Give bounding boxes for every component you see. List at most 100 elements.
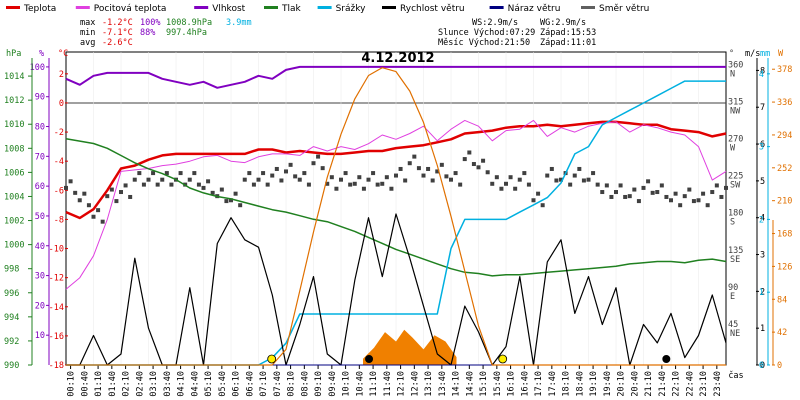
wind-direction-point — [119, 190, 123, 195]
tick-label-w: 252 — [777, 164, 792, 174]
wind-direction-point — [73, 190, 78, 195]
tick-label-x: 10:40 — [355, 371, 365, 397]
wind-direction-point — [467, 150, 472, 155]
wind-direction-point — [421, 173, 426, 178]
wind-direction-point — [439, 162, 444, 167]
wind-direction-point — [251, 182, 256, 187]
info-moon: Měsíc Východ:21:50 — [438, 38, 530, 48]
legend-label: Teplota — [23, 4, 56, 14]
stat-max-label: max — [80, 18, 95, 28]
tick-label-x: 02:40 — [135, 371, 145, 397]
wind-direction-point — [361, 186, 366, 191]
wind-direction-point — [412, 154, 417, 159]
tick-label-w: 210 — [777, 197, 792, 207]
tick-label-ms: 3 — [760, 251, 765, 261]
wind-direction-point — [316, 154, 321, 159]
wind-direction-point — [348, 182, 353, 187]
legend-label: Pocitová teplota — [94, 4, 167, 14]
wind-direction-point — [517, 177, 522, 182]
wind-direction-point — [146, 177, 151, 182]
info-sun-set: Západ:15:53 — [540, 28, 596, 38]
tick-label-pct: 70 — [35, 152, 45, 162]
tick-label-x: 13:10 — [424, 371, 434, 397]
wind-direction-point — [311, 161, 316, 166]
wind-direction-point — [627, 194, 632, 199]
wind-direction-point — [430, 178, 435, 183]
wind-direction-point — [352, 181, 357, 186]
tick-label-dir-name: N — [730, 69, 735, 79]
wind-direction-point — [274, 166, 279, 171]
wind-direction-point — [77, 198, 82, 203]
tick-label-pct: 10 — [35, 331, 45, 341]
wind-direction-point — [192, 171, 197, 176]
wind-direction-point — [540, 203, 545, 208]
tick-label-x: 09:10 — [314, 371, 324, 397]
wind-direction-point — [178, 171, 183, 176]
tick-label-temp: -16 — [49, 332, 64, 342]
wind-direction-point — [481, 158, 486, 163]
legend-label: Vlhkost — [212, 4, 245, 14]
tick-label-x: 01:40 — [108, 371, 118, 397]
wind-direction-point — [302, 171, 307, 176]
stat-max-rain: 3.9mm — [226, 18, 252, 28]
tick-label-x: 20:10 — [617, 371, 627, 397]
wind-direction-point — [169, 182, 174, 187]
wind-direction-point — [673, 191, 678, 196]
tick-label-dir-name: E — [730, 292, 735, 302]
wind-direction-point — [206, 179, 211, 184]
wind-direction-point — [105, 194, 110, 199]
wind-direction-point — [238, 203, 243, 208]
wind-direction-point — [86, 203, 91, 208]
wind-direction-point — [595, 182, 600, 187]
tick-label-dir-name: SE — [730, 255, 740, 265]
tick-label-x: 15:40 — [493, 371, 503, 397]
wind-direction-point — [256, 177, 261, 182]
tick-label-x: 03:10 — [149, 371, 159, 397]
tick-label-ms: 5 — [760, 177, 765, 187]
tick-label-mm: 1 — [759, 288, 764, 298]
wind-direction-point — [623, 194, 628, 199]
tick-label-pct: 50 — [35, 212, 45, 222]
legend-swatch — [194, 6, 209, 9]
wind-direction-point — [64, 185, 68, 190]
tick-label-dir-deg: 135 — [728, 246, 743, 256]
wind-direction-point — [320, 166, 325, 171]
wind-direction-point — [485, 170, 490, 175]
tick-label-w: 294 — [777, 131, 792, 141]
wind-direction-point — [132, 177, 137, 182]
stat-max-hum: 100% — [140, 18, 160, 28]
wind-direction-point — [334, 186, 339, 191]
tick-label-dir-name: S — [730, 218, 735, 228]
axis-unit-hpa: hPa — [6, 49, 21, 59]
stat-min-label: min — [80, 28, 95, 38]
wind-direction-point — [82, 191, 87, 196]
wind-direction-point — [664, 194, 669, 199]
wind-direction-point — [641, 185, 646, 190]
sunset-marker — [498, 354, 508, 364]
tick-label-x: 20:40 — [630, 371, 640, 397]
tick-label-x: 17:10 — [534, 371, 544, 397]
tick-label-x: 06:40 — [245, 371, 255, 397]
tick-label-x: 22:40 — [685, 371, 695, 397]
tick-label-mm: 3 — [759, 143, 764, 153]
tick-label-temp: 2 — [59, 70, 64, 80]
tick-label-w: 0 — [777, 361, 782, 371]
tick-label-x: 10:10 — [342, 371, 352, 397]
info-sun: Slunce Východ:07:29 — [438, 28, 535, 38]
legend-swatch — [75, 6, 90, 9]
wind-direction-point — [490, 181, 495, 186]
tick-label-temp: -8 — [54, 215, 64, 225]
tick-label-x: 07:10 — [259, 371, 269, 397]
tick-label-dir-name: NW — [730, 107, 741, 117]
wind-direction-point — [247, 171, 252, 176]
wind-direction-point — [91, 214, 96, 219]
stat-min-press: 997.4hPa — [166, 28, 207, 38]
wind-direction-point — [297, 177, 302, 182]
tick-label-dir-deg: 225 — [728, 172, 743, 182]
wind-direction-point — [164, 171, 169, 176]
wind-direction-point — [669, 198, 673, 203]
wind-direction-point — [187, 177, 192, 182]
wind-direction-point — [155, 182, 160, 187]
wind-direction-point — [160, 177, 165, 182]
